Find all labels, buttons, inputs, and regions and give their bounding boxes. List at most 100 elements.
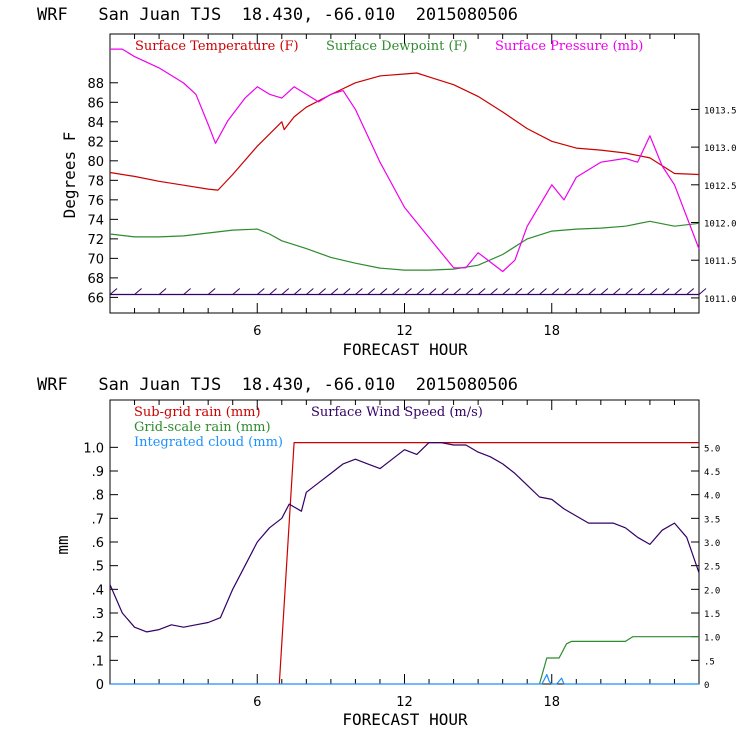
right-y-tick-label: 4.0 — [704, 492, 720, 502]
wind-barb — [453, 288, 461, 295]
legend-surface-pressure: Surface Pressure (mb) — [495, 39, 643, 54]
wind-barb — [306, 288, 314, 295]
left-y-tick-label: 84 — [87, 116, 104, 131]
wind-barb — [256, 288, 265, 295]
right-y-tick-label: 5.0 — [704, 444, 720, 454]
left-y-tick-label: .8 — [92, 489, 104, 504]
left-y-tick-label: .3 — [92, 607, 104, 622]
bottom-left-axis: 0 .1 .2 .3 .4 .5 .6 .7 .8 .9 1.0 — [83, 441, 118, 693]
x-tick-label: 18 — [543, 324, 560, 339]
left-y-tick-label: 74 — [87, 213, 104, 228]
left-y-tick-label: 80 — [87, 155, 104, 170]
wind-barb — [428, 288, 437, 295]
wind-barb — [232, 288, 241, 295]
wind-barb — [575, 288, 584, 295]
left-y-tick-label: 1.0 — [83, 441, 104, 456]
bottom-x-axis: 6 12 18 — [134, 400, 675, 710]
wind-barb — [134, 288, 142, 295]
right-y-tick-label: .5 — [704, 657, 715, 667]
wind-barb — [600, 288, 609, 295]
wind-barb — [686, 288, 695, 295]
temperature-panel: WRF San Juan TJS 18.430, -66.010 2015080… — [37, 5, 737, 359]
wind-barb — [526, 288, 535, 295]
left-y-tick-label: 78 — [87, 174, 104, 189]
wind-barb — [539, 288, 547, 295]
x-tick-label: 12 — [396, 324, 413, 339]
right-y-tick-label: 2.5 — [704, 563, 720, 573]
left-y-tick-label: .4 — [92, 583, 104, 598]
series-line-sub-grid-rain-mm — [278, 442, 699, 685]
right-y-tick-label: 3.5 — [704, 515, 720, 525]
wind-barb — [563, 288, 572, 295]
series-line-surface-temperature-f — [109, 72, 700, 191]
right-y-tick-label: 1011.5 — [704, 257, 737, 267]
wind-barb — [207, 288, 216, 295]
wind-barb — [514, 288, 523, 295]
right-y-tick-label: 1013.0 — [704, 144, 737, 154]
wind-barb — [674, 288, 682, 295]
bottom-chart-title: WRF San Juan TJS 18.430, -66.010 2015080… — [37, 375, 518, 395]
left-y-tick-label: 86 — [87, 96, 104, 111]
x-tick-label: 18 — [543, 695, 560, 710]
wind-barb — [330, 288, 339, 295]
top-left-axis: 66 68 70 72 74 76 78 80 82 84 86 88 — [87, 77, 118, 306]
right-y-tick-label: 2.0 — [704, 586, 720, 596]
wind-barb — [588, 288, 596, 295]
wind-barb — [698, 288, 707, 295]
right-y-tick-label: 1012.0 — [704, 220, 737, 230]
wind-barb — [625, 288, 633, 295]
left-y-tick-label: 72 — [87, 233, 104, 248]
legend-surface-temperature: Surface Temperature (F) — [135, 39, 299, 54]
left-y-tick-label: 68 — [87, 272, 104, 287]
left-y-tick-label: .6 — [92, 536, 104, 551]
wind-barb — [649, 288, 658, 295]
right-y-tick-label: 1012.5 — [704, 182, 737, 192]
wind-barb — [440, 288, 449, 295]
x-tick-label: 12 — [396, 695, 413, 710]
bottom-y-axis-label: mm — [53, 535, 72, 554]
wind-barb — [355, 288, 363, 295]
top-x-axis-label: FORECAST HOUR — [342, 340, 468, 359]
left-y-tick-label: .5 — [92, 560, 104, 575]
series-line-surface-wind-speed-m-s — [109, 442, 700, 633]
wind-barb — [416, 288, 425, 295]
bottom-x-axis-label: FORECAST HOUR — [342, 710, 468, 729]
bottom-series-group — [109, 442, 700, 685]
series-line-grid-scale-rain-mm — [538, 636, 699, 685]
wind-barb — [158, 288, 167, 295]
right-y-tick-label: 1013.5 — [704, 106, 737, 116]
series-line-integrated-cloud-mm — [110, 673, 699, 685]
left-y-tick-label: 70 — [87, 252, 104, 267]
right-y-tick-label: 1.0 — [704, 634, 720, 644]
left-y-tick-label: 76 — [87, 194, 104, 209]
right-y-tick-label: 1.5 — [704, 610, 720, 620]
wind-barb — [318, 288, 326, 295]
left-y-tick-label: 0 — [96, 678, 104, 693]
wind-barbs-group — [109, 288, 707, 296]
wind-barb — [183, 288, 191, 295]
right-y-tick-label: 0 — [704, 681, 709, 691]
legend-integrated-cloud: Integrated cloud (mm) — [134, 435, 283, 450]
left-y-tick-label: .7 — [92, 512, 104, 527]
wind-barb — [367, 288, 376, 295]
left-y-tick-label: 66 — [87, 291, 104, 306]
left-y-tick-label: .9 — [92, 465, 104, 480]
x-tick-label: 6 — [253, 324, 261, 339]
left-y-tick-label: .1 — [92, 654, 104, 669]
wind-barb — [490, 288, 498, 295]
wind-barb — [379, 288, 388, 295]
wind-barb — [661, 288, 670, 295]
legend-surface-wind-speed: Surface Wind Speed (m/s) — [311, 405, 483, 420]
wind-barb — [612, 288, 621, 295]
legend-grid-scale-rain: Grid-scale rain (mm) — [134, 420, 271, 435]
wind-barb — [109, 288, 118, 295]
left-y-tick-label: 82 — [87, 135, 104, 150]
wind-barb — [477, 288, 486, 295]
wind-barb — [281, 288, 290, 295]
top-series-group — [109, 48, 700, 273]
right-y-tick-label: 1011.0 — [704, 295, 737, 305]
wind-barb — [391, 288, 400, 295]
right-y-tick-label: 3.0 — [704, 539, 720, 549]
top-right-axis: 1011.0 1011.5 1012.0 1012.5 1013.0 1013.5 — [691, 106, 737, 305]
wind-barb — [502, 288, 510, 295]
